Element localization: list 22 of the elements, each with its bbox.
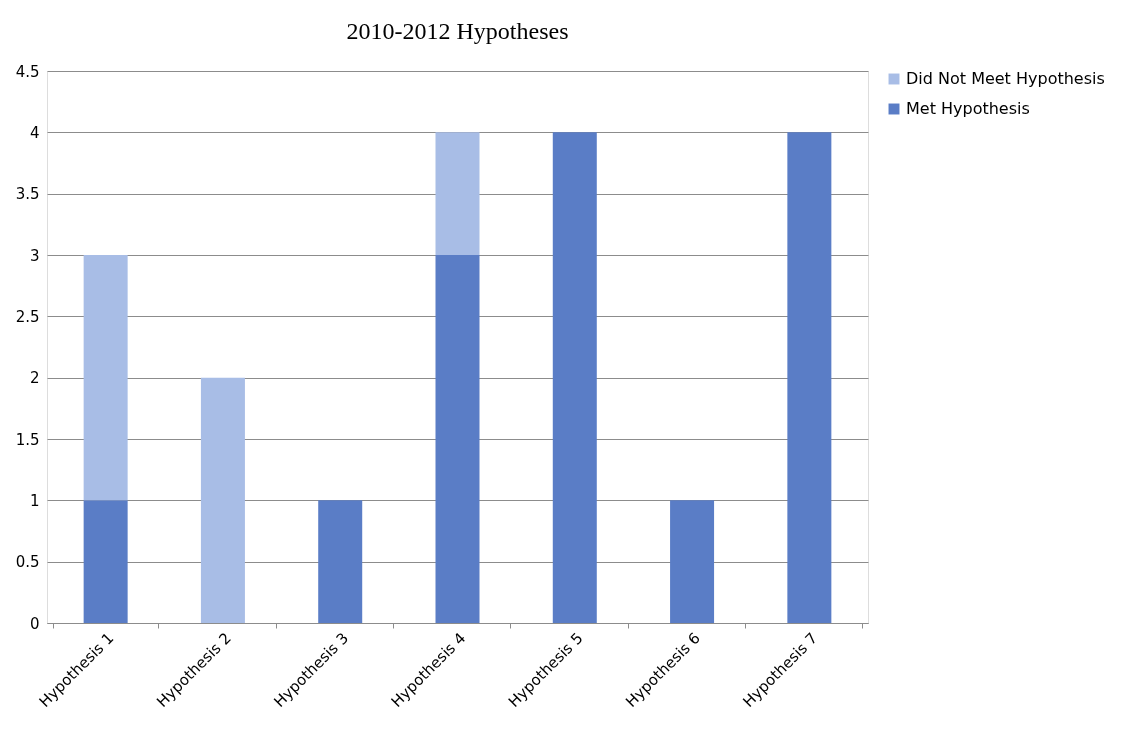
y-tick-label: 0 [29, 614, 40, 633]
bar [318, 500, 363, 623]
y-tick-label: 3 [29, 246, 40, 265]
chart-title: 2010-2012 Hypotheses [346, 18, 569, 44]
y-tick-label: 0.5 [15, 553, 40, 572]
bar [787, 132, 832, 623]
bar [200, 377, 245, 623]
y-tick-label: 3.5 [15, 185, 40, 204]
bar [435, 255, 480, 623]
legend-label: Met Hypothesis [906, 99, 1030, 118]
y-tick-label: 1 [29, 491, 40, 510]
bar [670, 500, 715, 623]
bar [83, 255, 128, 501]
bar [552, 132, 597, 623]
y-tick-label: 4.5 [15, 62, 40, 81]
bar [435, 132, 480, 255]
y-tick-label: 2.5 [15, 307, 40, 326]
y-tick-label: 4 [29, 123, 40, 142]
y-tick-label: 1.5 [15, 430, 40, 449]
legend-label: Did Not Meet Hypothesis [906, 69, 1105, 88]
y-tick-label: 2 [29, 369, 40, 388]
bar [83, 500, 128, 623]
